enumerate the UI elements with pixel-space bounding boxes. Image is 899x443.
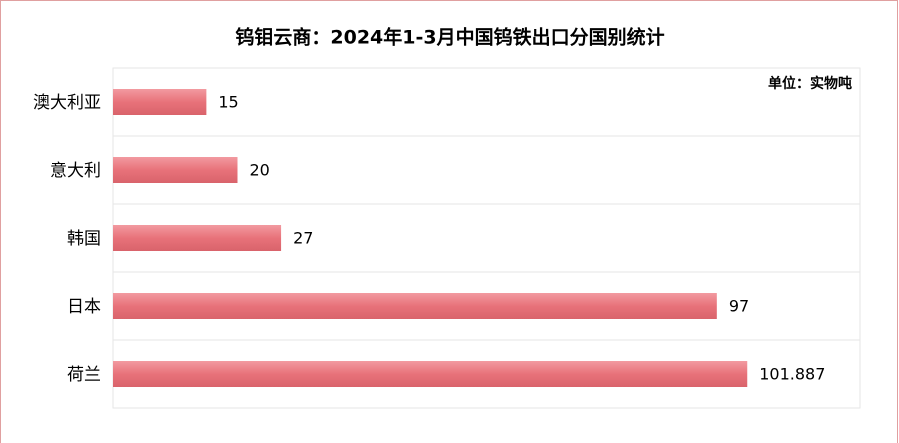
bar: [113, 225, 282, 251]
value-label: 101.887: [759, 365, 825, 384]
unit-note: 单位：实物吨: [768, 75, 852, 92]
value-label: 97: [729, 297, 749, 316]
y-tick-label: 荷兰: [67, 365, 101, 385]
bar: [113, 293, 717, 319]
y-tick-label: 日本: [67, 297, 101, 317]
y-tick-label: 韩国: [67, 229, 101, 249]
value-label: 20: [250, 161, 270, 180]
y-tick-label: 意大利: [50, 161, 101, 181]
bar: [113, 361, 748, 387]
bar: [113, 89, 207, 115]
chart-title: 钨钼云商：2024年1-3月中国钨铁出口分国别统计: [235, 26, 664, 49]
y-tick-label: 澳大利亚: [33, 93, 101, 113]
bar: [113, 157, 238, 183]
value-label: 15: [218, 93, 238, 112]
value-label: 27: [293, 229, 313, 248]
